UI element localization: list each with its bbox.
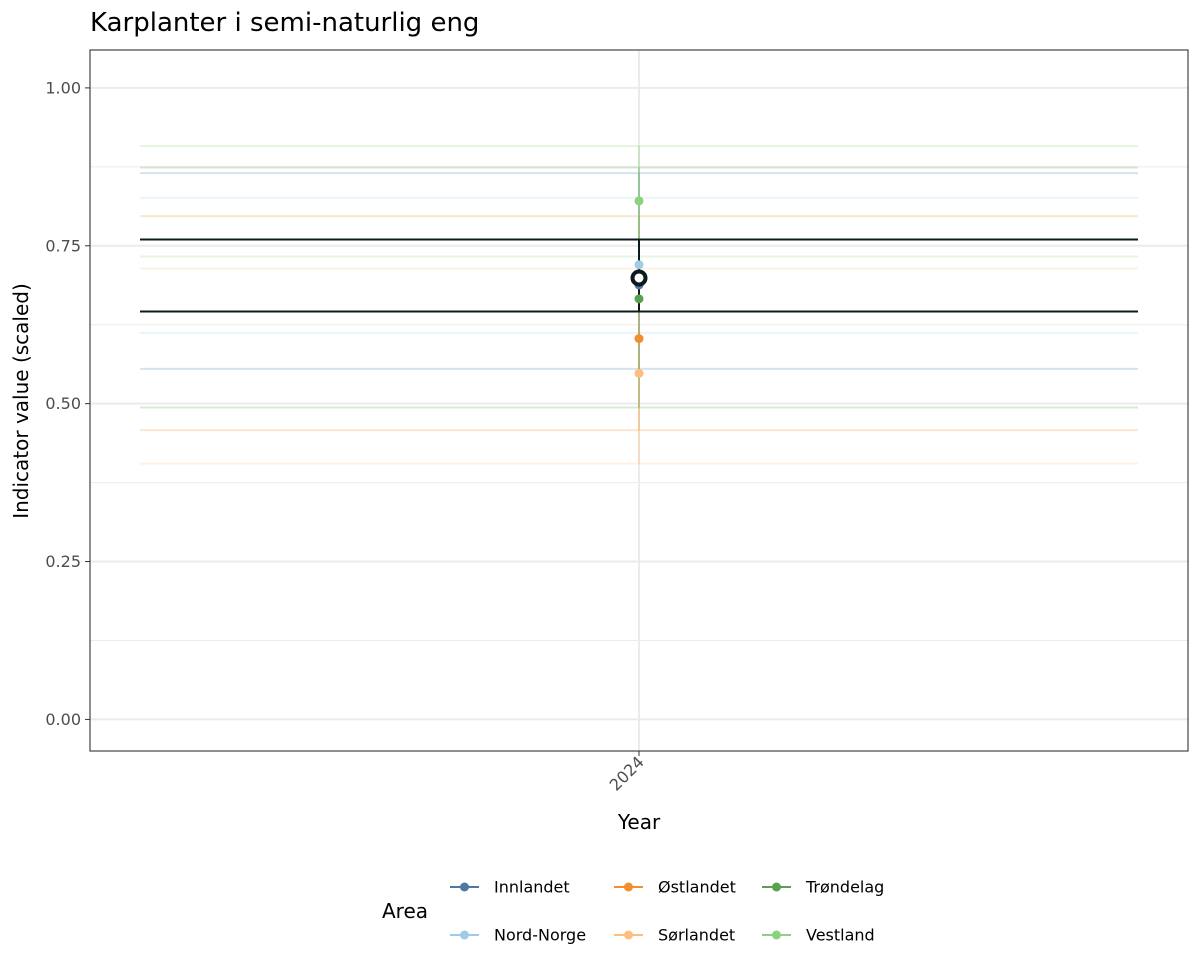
legend-label: Trøndelag — [805, 878, 884, 897]
legend-label: Vestland — [806, 926, 875, 945]
point-østlandet — [634, 334, 644, 344]
legend-key-point — [624, 930, 633, 940]
legend-key-point — [460, 882, 469, 892]
legend-key-point — [772, 930, 781, 940]
x-tick-label: 2024 — [606, 752, 648, 794]
legend-key-point — [460, 930, 469, 940]
chart-title: Karplanter i semi-naturlig eng — [90, 8, 479, 38]
grid — [90, 50, 1188, 751]
point-sørlandet — [634, 368, 644, 378]
point-trøndelag — [634, 294, 644, 304]
y-tick-label: 0.00 — [45, 710, 81, 729]
y-axis-title: Indicator value (scaled) — [9, 283, 33, 519]
point-nord-norge — [634, 260, 644, 270]
legend-label: Nord-Norge — [494, 926, 586, 945]
point-vestland — [634, 196, 644, 206]
legend-label: Sørlandet — [658, 926, 735, 945]
legend-label: Østlandet — [658, 878, 736, 897]
legend-label: Innlandet — [494, 878, 570, 897]
legend: Area Innlandet Nord-Norge Østlandet Sørland… — [382, 878, 884, 945]
y-axis: 0.00 0.25 0.50 0.75 1.00 — [45, 78, 90, 729]
legend-title: Area — [382, 899, 428, 923]
y-tick-label: 0.50 — [45, 394, 81, 413]
y-tick-label: 1.00 — [45, 78, 81, 97]
area-points — [630, 196, 648, 378]
x-axis: 2024 — [606, 751, 648, 795]
legend-key-point — [772, 882, 781, 892]
overall-point — [630, 269, 648, 287]
x-axis-title: Year — [617, 810, 661, 834]
y-tick-label: 0.75 — [45, 236, 81, 255]
legend-key-point — [624, 882, 633, 892]
y-tick-label: 0.25 — [45, 552, 81, 571]
